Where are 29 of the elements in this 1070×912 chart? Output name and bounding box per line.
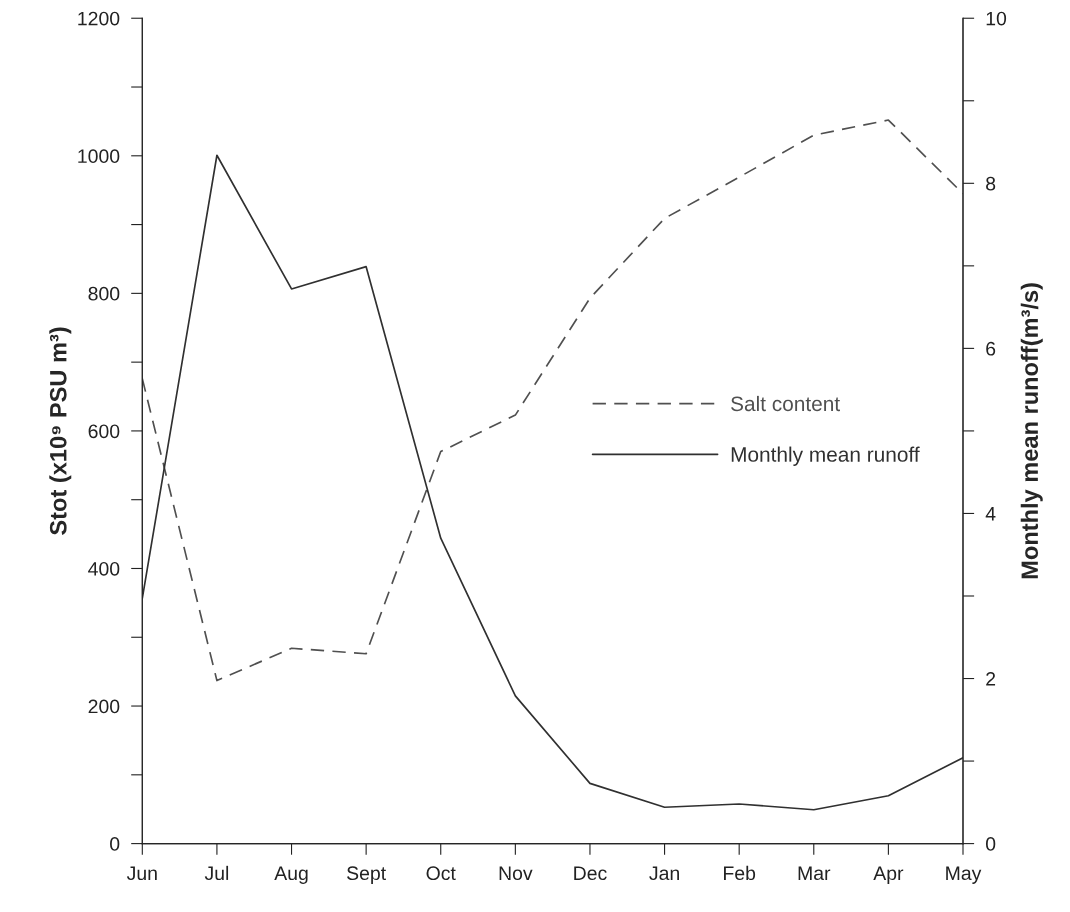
y2-tick-label: 6 xyxy=(986,341,996,356)
x-tick-label: Feb xyxy=(724,865,756,881)
y2-tick-label: 4 xyxy=(985,507,996,521)
x-tick-label: May xyxy=(946,866,982,884)
text: Salt content xyxy=(731,395,840,412)
x-tick-label: Dec xyxy=(574,866,607,881)
y2-tick-label: 0 xyxy=(985,837,996,851)
x-tick-label: Oct xyxy=(426,866,456,881)
x-tick-label: Sept xyxy=(347,866,386,884)
y2-axis-title: Monthly mean runoff(m³/s) xyxy=(1020,283,1043,579)
x-tick-label: Jun xyxy=(126,866,157,881)
y-tick-label: 200 xyxy=(88,699,120,714)
y-axis-title: Stot (x10⁹ PSU m³) xyxy=(49,327,72,535)
text: Monthly mean runoff xyxy=(731,446,920,466)
x-tick-label: Jan xyxy=(649,866,679,881)
y-tick-label: 400 xyxy=(88,561,120,576)
y2-tick-label: 10 xyxy=(986,11,1007,26)
x-tick-label: Nov xyxy=(499,866,533,881)
y2-tick-label: 2 xyxy=(986,672,996,686)
y2-tick-label: 8 xyxy=(986,176,996,191)
y-tick-label: 600 xyxy=(88,424,120,439)
x-tick-label: Aug xyxy=(274,866,308,884)
y-tick-label: 1200 xyxy=(78,11,120,26)
y-tick-label: 1000 xyxy=(78,149,120,164)
y-tick-label: 0 xyxy=(110,837,120,851)
y-tick-label: 800 xyxy=(88,286,120,301)
x-tick-label: Mar xyxy=(798,866,831,881)
x-tick-label: Apr xyxy=(873,866,904,884)
x-tick-label: Jul xyxy=(204,865,229,881)
